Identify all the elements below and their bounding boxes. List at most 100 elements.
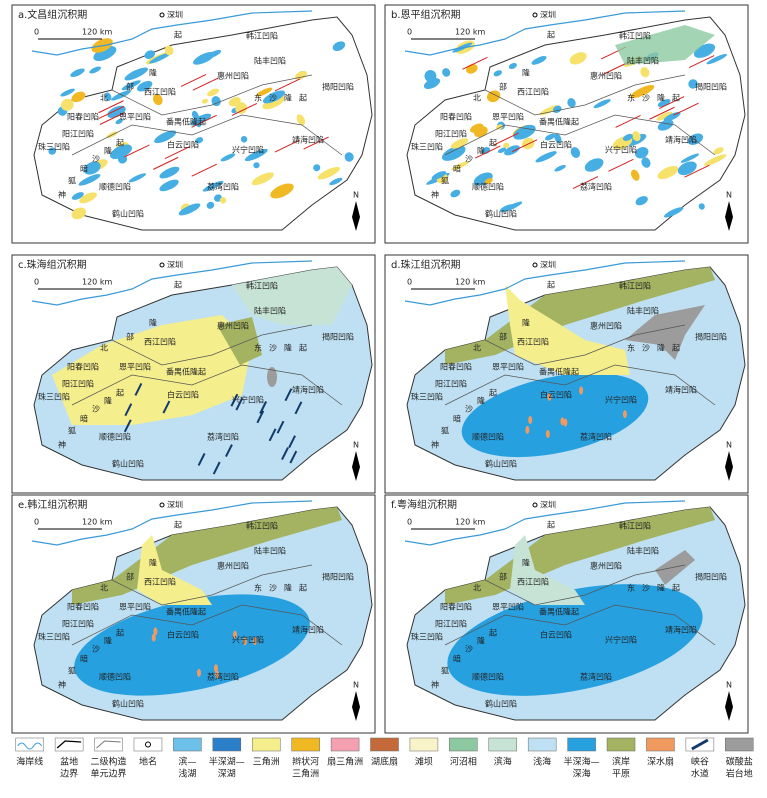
legend-label: 单元边界 <box>91 768 127 780</box>
fault <box>608 158 634 172</box>
place-name: 沙 <box>269 344 277 353</box>
place-name: 珠三凹陷 <box>411 142 443 152</box>
place-name: 鹤山凹陷 <box>485 459 517 469</box>
facies-patch <box>159 179 179 192</box>
fault <box>191 114 217 128</box>
place-name: 靖海凹陷 <box>665 135 697 145</box>
facies-patch <box>219 197 227 204</box>
place-name: 暗 <box>453 164 461 174</box>
place-name: 隆 <box>149 318 157 328</box>
delta <box>137 535 212 605</box>
place-name: 起 <box>547 521 555 530</box>
platform <box>267 367 277 387</box>
city-name: 深圳 <box>540 10 556 20</box>
deep-water-fan <box>153 627 158 636</box>
scale-start: 0 <box>34 28 39 37</box>
place-name: 起 <box>174 31 182 40</box>
north-arrow <box>352 691 360 721</box>
facies-patch <box>567 98 576 108</box>
facies-patch <box>593 99 611 109</box>
canyon <box>268 428 277 442</box>
legend-item: 扇三角洲 <box>327 737 363 768</box>
legend-item: 滨—浅湖 <box>173 737 202 780</box>
facies-patch <box>698 203 705 210</box>
fault <box>475 145 501 159</box>
place-name: 隆 <box>149 68 157 78</box>
place-name: 隆 <box>522 318 530 328</box>
map-panel: a.文昌组沉积期 深圳0 120 km 韩江凹陷陆丰凹陷惠州凹陷西江凹陷起隆部北东沙隆… <box>11 4 376 244</box>
place-name: 起 <box>299 344 307 353</box>
place-name: 白云凹陷 <box>540 630 572 640</box>
canyon <box>123 419 132 433</box>
place-name: 珠三凹陷 <box>411 392 443 402</box>
facies-patch <box>211 96 221 107</box>
deep-water-fan <box>560 417 565 426</box>
facies-patch <box>111 90 132 101</box>
facies-patch <box>688 79 698 89</box>
place-name: 部 <box>126 572 134 582</box>
city-name: 深圳 <box>540 500 556 510</box>
canyon <box>225 444 233 458</box>
place-name: 白云凹陷 <box>167 140 199 150</box>
place-name: 起 <box>174 281 182 290</box>
facies-patch <box>535 151 557 163</box>
facies-patch <box>657 119 674 131</box>
place-name: 神 <box>431 680 439 690</box>
place-name: 狐 <box>68 426 76 436</box>
place-name: 靖海凹陷 <box>292 385 324 395</box>
unit-boundary <box>484 324 686 366</box>
place-name: 番禺低隆起 <box>539 117 579 127</box>
legend-swatch <box>251 737 281 752</box>
place-name: 珠三凹陷 <box>38 632 70 642</box>
facies-patch <box>640 67 650 78</box>
deep-water-fan <box>579 386 584 395</box>
place-name: 西江凹陷 <box>144 87 176 97</box>
fault <box>511 139 538 153</box>
place-name: 起 <box>672 94 680 103</box>
unit-boundary <box>71 114 343 156</box>
facies-patch <box>470 123 484 133</box>
fault <box>191 163 217 177</box>
fault <box>303 136 329 150</box>
facies-patch <box>60 98 74 111</box>
place-name: 荔湾凹陷 <box>580 182 612 192</box>
place-name: 隆 <box>284 93 292 103</box>
place-name: 荔湾凹陷 <box>580 432 612 442</box>
place-name: 沙 <box>92 155 100 164</box>
facies-patch <box>262 95 285 110</box>
place-name: 番禺低隆起 <box>539 607 579 617</box>
coastline <box>31 500 313 546</box>
place-name: 狐 <box>441 176 449 186</box>
facies-patch <box>124 67 149 81</box>
place-name: 部 <box>499 82 507 92</box>
fault <box>615 114 641 128</box>
delta <box>510 535 585 605</box>
place-name: 起 <box>672 344 680 353</box>
legend-label: 浅湖 <box>178 768 196 780</box>
north-arrow <box>352 201 360 231</box>
legend-label: 地名 <box>139 756 157 768</box>
panel-title: c.珠海组沉积期 <box>18 258 87 271</box>
legend-label: 深海 <box>573 768 591 780</box>
panel-title: a.文昌组沉积期 <box>18 8 87 21</box>
map-panel: d.珠江组沉积期 深圳0 120 km 韩江凹陷陆丰凹陷惠州凹陷西江凹陷起隆部北东沙隆… <box>384 254 749 494</box>
facies-patch <box>442 68 451 77</box>
place-name: 隆 <box>477 636 485 646</box>
legend-swatch <box>54 737 84 752</box>
facies-patch <box>663 207 684 218</box>
place-name: 兴宁凹陷 <box>605 635 637 645</box>
place-name: 狐 <box>441 426 449 436</box>
place-name: 兴宁凹陷 <box>605 145 637 155</box>
legend-label: 半深湖— <box>209 756 245 768</box>
legend-label: 边界 <box>60 769 78 780</box>
place-name: 靖海凹陷 <box>665 625 697 635</box>
place-name: 兴宁凹陷 <box>232 395 264 405</box>
place-name: 狐 <box>68 176 76 186</box>
place-name: 神 <box>58 680 66 690</box>
legend-label: 辫状河 <box>292 756 319 768</box>
deep-water-fan <box>151 633 156 642</box>
place-name: 起 <box>547 31 555 40</box>
canyon <box>162 400 171 414</box>
legend-label: 滨海 <box>494 756 512 768</box>
